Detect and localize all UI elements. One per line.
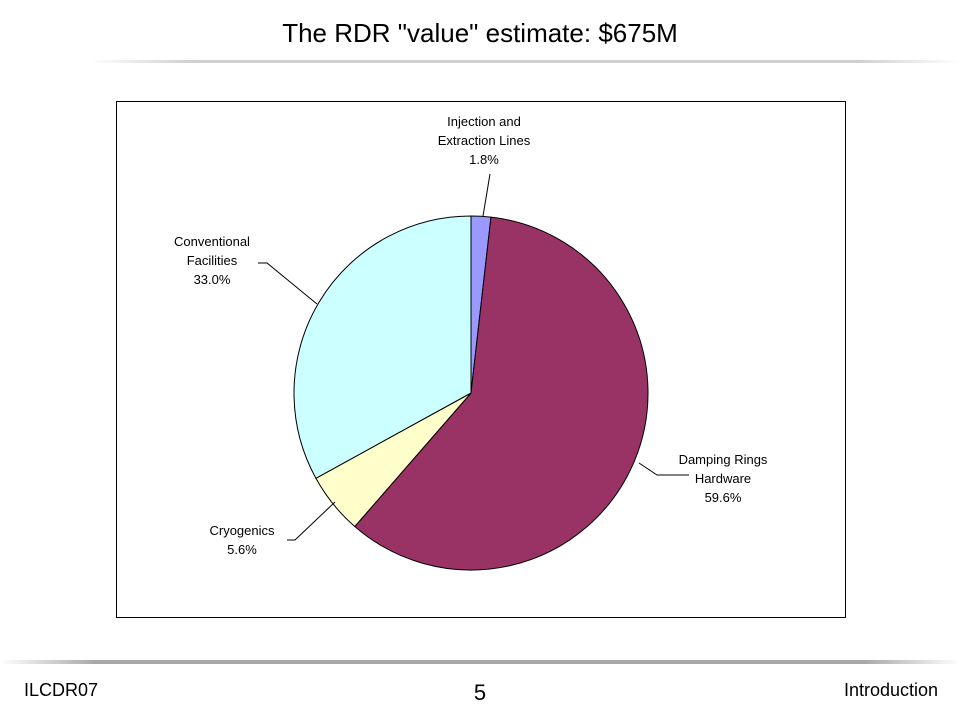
slice-label: Damping Rings Hardware 59.6% [679, 452, 768, 505]
slice-name-label: Facilities [187, 253, 238, 268]
pie-slice-damping-rings-hardware [354, 216, 649, 571]
page-number: 5 [473, 680, 487, 705]
slice-name-label: Injection and [447, 114, 521, 129]
pie-slice-conventional-facilities [293, 215, 472, 479]
slice-name-label: Cryogenics [209, 523, 275, 538]
slide-title: The RDR "value" estimate: $675M [282, 18, 678, 48]
slice-percent-label: 33.0% [194, 272, 231, 287]
slice-name-label: Damping Rings [679, 452, 768, 467]
leader-line [258, 262, 318, 305]
slice-label: Injection and Extraction Lines 1.8% [438, 114, 531, 167]
slice-label: Conventional Facilities 33.0% [174, 234, 250, 287]
pie-chart-svg: Injection and Extraction Lines 1.8% Damping… [174, 114, 768, 571]
slice-label: Cryogenics 5.6% [209, 523, 275, 557]
leader-line [287, 501, 336, 541]
slice-name-label: Conventional [174, 234, 250, 249]
footer-divider [0, 660, 960, 664]
slice-percent-label: 59.6% [705, 490, 742, 505]
slice-percent-label: 5.6% [227, 542, 257, 557]
slice-name-label: Hardware [695, 471, 751, 486]
slice-percent-label: 1.8% [469, 152, 499, 167]
footer-right-label: Introduction [843, 680, 938, 700]
leader-line [482, 173, 491, 217]
leader-line [638, 462, 689, 476]
pie-chart: Injection and Extraction Lines 1.8% Damping… [116, 101, 846, 618]
title-divider [90, 60, 960, 63]
slice-name-label: Extraction Lines [438, 133, 531, 148]
footer-left-label: ILCDR07 [24, 680, 99, 700]
